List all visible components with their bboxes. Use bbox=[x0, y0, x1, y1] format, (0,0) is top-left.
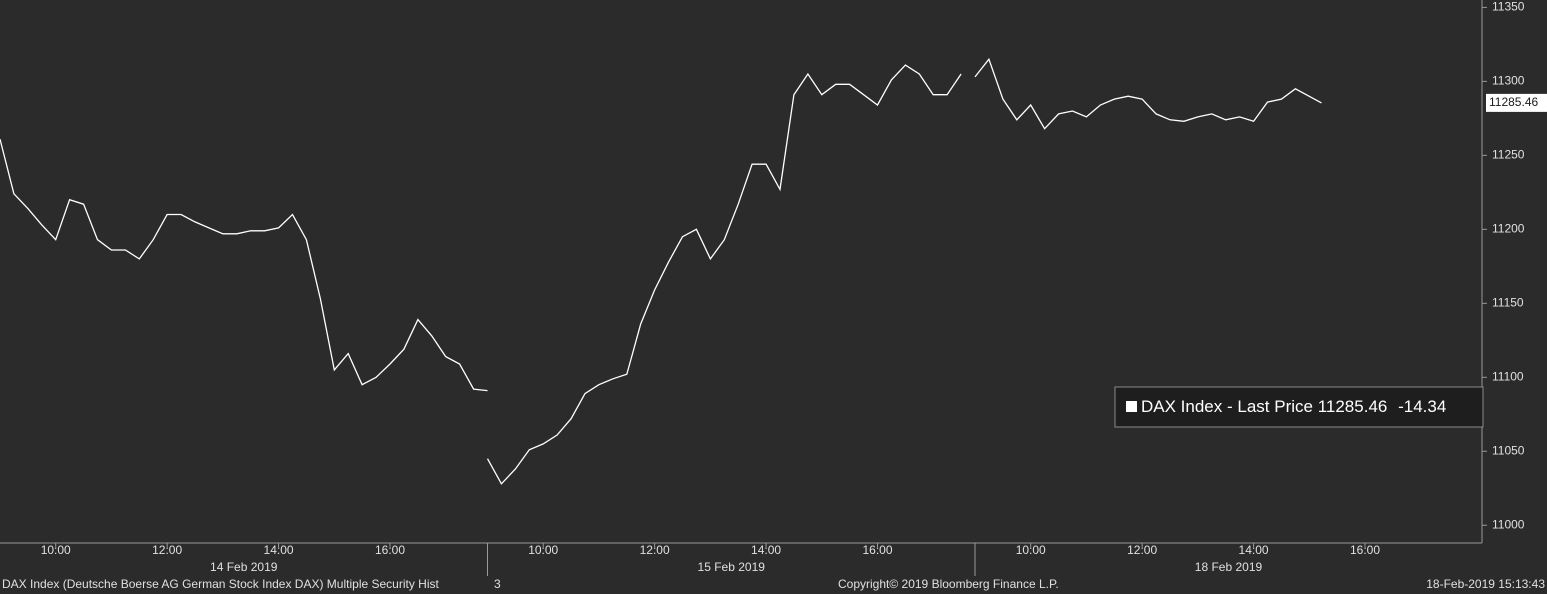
y-tick-label: 11150 bbox=[1492, 295, 1524, 309]
legend-change: -14.34 bbox=[1398, 397, 1446, 416]
last-price-tag bbox=[1486, 93, 1547, 112]
session-date: 15 Feb 2019 bbox=[698, 560, 766, 574]
x-tick-label: 12:00 bbox=[640, 543, 670, 557]
y-tick-label: 11250 bbox=[1492, 148, 1525, 162]
legend-last: 11285.46 bbox=[1318, 397, 1388, 416]
x-tick-label: 16:00 bbox=[862, 543, 892, 557]
last-price-label: 11285.46 bbox=[1489, 95, 1538, 109]
y-tick-label: 11050 bbox=[1492, 443, 1525, 457]
x-tick-label: 10:00 bbox=[1016, 543, 1046, 557]
y-tick-label: 11200 bbox=[1492, 222, 1525, 236]
footer-timestamp: 18-Feb-2019 15:13:43 bbox=[1426, 577, 1545, 591]
legend: DAX Index - Last Price 11285.46 -14.34 bbox=[1114, 386, 1484, 428]
y-tick-label: 11100 bbox=[1492, 369, 1524, 383]
price-line bbox=[974, 57, 1322, 130]
legend-text: DAX Index - Last Price 11285.46 -14.34 bbox=[1141, 397, 1446, 416]
session-date: 14 Feb 2019 bbox=[210, 560, 278, 574]
x-tick-label: 16:00 bbox=[375, 543, 405, 557]
x-tick-label: 16:00 bbox=[1350, 543, 1380, 557]
x-tick-label: 12:00 bbox=[1127, 543, 1157, 557]
x-tick-label: 14:00 bbox=[1239, 543, 1269, 557]
x-tick-label: 14:00 bbox=[751, 543, 781, 557]
session-date: 18 Feb 2019 bbox=[1195, 560, 1263, 574]
footer-copyright: Copyright© 2019 Bloomberg Finance L.P. bbox=[838, 577, 1059, 591]
legend-name: DAX Index - Last Price bbox=[1141, 397, 1313, 416]
footer-description: DAX Index (Deutsche Boerse AG German Sto… bbox=[2, 577, 440, 591]
legend-box bbox=[1114, 386, 1484, 428]
y-tick-label: 11000 bbox=[1492, 517, 1525, 531]
y-tick-label: 11300 bbox=[1492, 74, 1525, 88]
x-tick-label: 14:00 bbox=[264, 543, 294, 557]
x-tick-label: 12:00 bbox=[152, 543, 182, 557]
footer-page: 3 bbox=[494, 577, 501, 591]
y-tick-label: 11350 bbox=[1492, 0, 1525, 14]
x-tick-label: 10:00 bbox=[41, 543, 71, 557]
price-line bbox=[486, 64, 962, 485]
legend-swatch bbox=[1126, 401, 1137, 412]
price-line bbox=[0, 138, 488, 392]
x-tick-label: 10:00 bbox=[528, 543, 558, 557]
